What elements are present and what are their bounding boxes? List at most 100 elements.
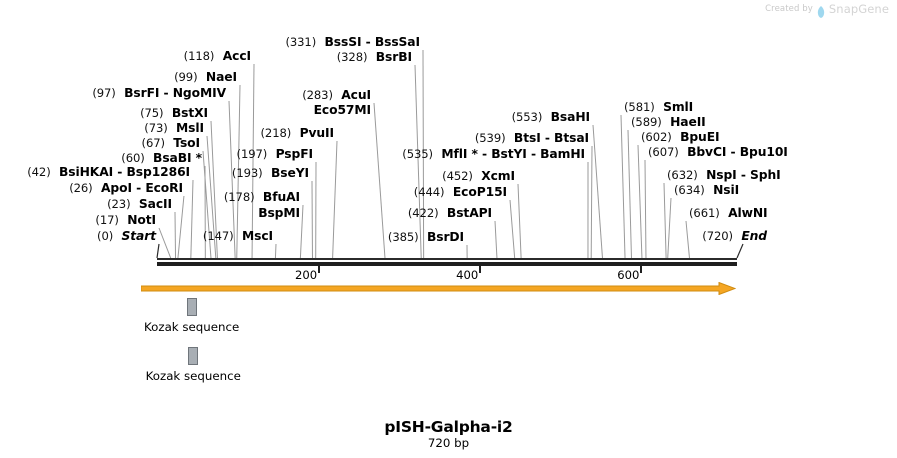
site-enzyme-name: Bsp1286I <box>126 165 191 179</box>
restriction-site-label-noti[interactable]: (17) NotI <box>95 214 156 227</box>
site-position: (444) <box>413 185 445 199</box>
site-position: (328) <box>336 50 368 64</box>
site-position: (99) <box>174 70 198 84</box>
site-enzyme-name: MscI <box>241 229 273 243</box>
site-enzyme-name: MflI * <box>441 147 478 161</box>
site-position: (178) <box>223 190 255 204</box>
restriction-site-label-bspmi[interactable]: BspMI <box>258 207 300 220</box>
site-enzyme-name: Bpu10I <box>739 145 788 159</box>
restriction-site-label-bbvcibpu10i[interactable]: (607) BbvCI - Bpu10I <box>648 146 788 159</box>
site-enzyme-name: NaeI <box>205 70 237 84</box>
restriction-site-label-acui[interactable]: (283) AcuI <box>302 89 371 102</box>
site-name-separator: - <box>726 145 740 159</box>
site-enzyme-name: AlwNI <box>728 206 768 220</box>
site-position: (23) <box>107 197 131 211</box>
restriction-site-label-start[interactable]: (0) Start <box>97 230 156 243</box>
site-position: (535) <box>402 147 433 161</box>
site-enzyme-name: HaeII <box>670 115 706 129</box>
feature-box[interactable] <box>186 298 197 316</box>
site-enzyme-name: BbvCI <box>687 145 727 159</box>
site-name-separator: - <box>361 35 375 49</box>
site-position: (602) <box>641 130 672 144</box>
site-position: (553) <box>511 110 543 124</box>
site-enzyme-name: BamHI <box>540 147 585 161</box>
site-enzyme-name: End <box>741 229 767 243</box>
restriction-site-label-acci[interactable]: (118) AccI <box>184 50 251 63</box>
restriction-site-label-bfuai[interactable]: (178) BfuAI <box>224 191 300 204</box>
plasmid-title: pISH-Galpha-i2 <box>384 418 513 436</box>
restriction-site-label-tsoi[interactable]: (67) TsoI <box>142 136 201 150</box>
restriction-site-label-bseyi[interactable]: (193) BseYI <box>232 167 309 180</box>
site-enzyme-name: NsiI <box>713 183 740 197</box>
site-enzyme-name: NotI <box>127 213 156 227</box>
restriction-site-label-pvuii[interactable]: (218) PvuII <box>261 127 335 140</box>
ruler-tick-label: 600 <box>617 268 640 282</box>
restriction-site-label-bsrdi[interactable]: (385) BsrDI <box>388 231 464 244</box>
ruler-tick-label: 400 <box>456 268 479 282</box>
restriction-site-label-mflibstyibamhi[interactable]: (535) MflI * - BstYI - BamHI <box>402 148 585 161</box>
feature-label: Kozak sequence <box>144 320 240 334</box>
site-position: (118) <box>183 49 215 63</box>
site-name-separator: - <box>113 165 127 179</box>
site-enzyme-name: TsoI <box>173 136 200 150</box>
site-position: (632) <box>667 168 698 182</box>
site-name-separator: - <box>540 131 555 145</box>
restriction-site-label-bpuei[interactable]: (602) BpuEI <box>641 130 720 144</box>
restriction-site-label-eco57mi[interactable]: Eco57MI <box>314 104 371 117</box>
restriction-site-label-msli[interactable]: (73) MslI <box>144 122 204 135</box>
restriction-site-label-bstapi[interactable]: (422) BstAPI <box>408 207 492 220</box>
site-position: (147) <box>202 229 234 243</box>
restriction-site-label-sacii[interactable]: (23) SacII <box>107 198 172 211</box>
site-enzyme-name: BstXI <box>171 106 208 120</box>
restriction-site-label-ecop15i[interactable]: (444) EcoP15I <box>414 186 507 199</box>
site-enzyme-name: BtsI <box>513 131 541 145</box>
restriction-site-label-btsibtsai[interactable]: (539) BtsI - BtsaI <box>475 132 589 145</box>
site-position: (0) <box>97 229 114 243</box>
site-enzyme-name: PvuII <box>299 126 335 140</box>
restriction-site-label-bsssibsssai[interactable]: (331) BssSI - BssSaI <box>285 36 420 49</box>
site-enzyme-name: BssSaI <box>374 35 420 49</box>
restriction-site-label-bsrbi[interactable]: (328) BsrBI <box>337 51 412 64</box>
restriction-site-label-bsahi[interactable]: (553) BsaHI <box>511 110 591 124</box>
site-enzyme-name: SacII <box>138 197 172 211</box>
site-position: (197) <box>236 147 268 161</box>
site-name-separator: - <box>526 147 541 161</box>
site-enzyme-name: SphI <box>750 168 781 182</box>
site-enzyme-name: BsrFI <box>124 86 160 100</box>
restriction-site-label-bsihkaibsp1286i[interactable]: (42) BsiHKAI - Bsp1286I <box>27 166 190 179</box>
snapgene-watermark: Created by SnapGene <box>765 2 889 18</box>
site-position: (97) <box>92 86 116 100</box>
site-enzyme-name: BpuEI <box>680 130 720 144</box>
restriction-site-label-nspisphi[interactable]: (632) NspI - SphI <box>667 169 781 182</box>
site-position: (193) <box>231 166 263 180</box>
site-enzyme-name: BsaHI <box>550 110 590 124</box>
restriction-site-label-end[interactable]: (720) End <box>702 230 767 243</box>
restriction-site-label-xcmi[interactable]: (452) XcmI <box>442 170 515 183</box>
site-position: (581) <box>624 100 655 114</box>
restriction-site-label-smli[interactable]: (581) SmlI <box>624 101 693 114</box>
restriction-site-label-naei[interactable]: (99) NaeI <box>174 71 237 84</box>
site-enzyme-name: MslI <box>176 121 204 135</box>
restriction-site-label-msci[interactable]: (147) MscI <box>203 230 273 243</box>
site-position: (385) <box>387 230 419 244</box>
site-position: (422) <box>407 206 439 220</box>
restriction-site-label-apoiecori[interactable]: (26) ApoI - EcoRI <box>69 182 183 195</box>
restriction-site-label-bsabi[interactable]: (60) BsaBI * <box>121 152 202 165</box>
ruler-tick-label: 200 <box>294 268 318 282</box>
site-position: (26) <box>69 181 93 195</box>
site-position: (218) <box>260 126 292 140</box>
site-enzyme-name: BstAPI <box>446 206 492 220</box>
site-enzyme-name: BsrDI <box>426 230 464 244</box>
restriction-site-label-nsii[interactable]: (634) NsiI <box>674 184 739 197</box>
restriction-site-label-haeii[interactable]: (589) HaeII <box>631 116 706 129</box>
site-position: (75) <box>140 106 164 120</box>
restriction-site-label-bsrfingomiv[interactable]: (97) BsrFI - NgoMIV <box>92 87 226 100</box>
feature-box[interactable] <box>188 347 199 365</box>
restriction-site-label-alwni[interactable]: (661) AlwNI <box>689 207 768 220</box>
site-enzyme-name: NspI <box>706 168 737 182</box>
restriction-site-label-pspfi[interactable]: (197) PspFI <box>236 147 314 161</box>
restriction-site-label-layer: (0) Start (17) NotI (23) SacII (26) ApoI - … <box>27 36 788 244</box>
watermark-brand: SnapGene <box>828 2 889 16</box>
site-enzyme-name: SmlI <box>663 100 694 114</box>
restriction-site-label-bstxi[interactable]: (75) BstXI <box>140 107 208 120</box>
